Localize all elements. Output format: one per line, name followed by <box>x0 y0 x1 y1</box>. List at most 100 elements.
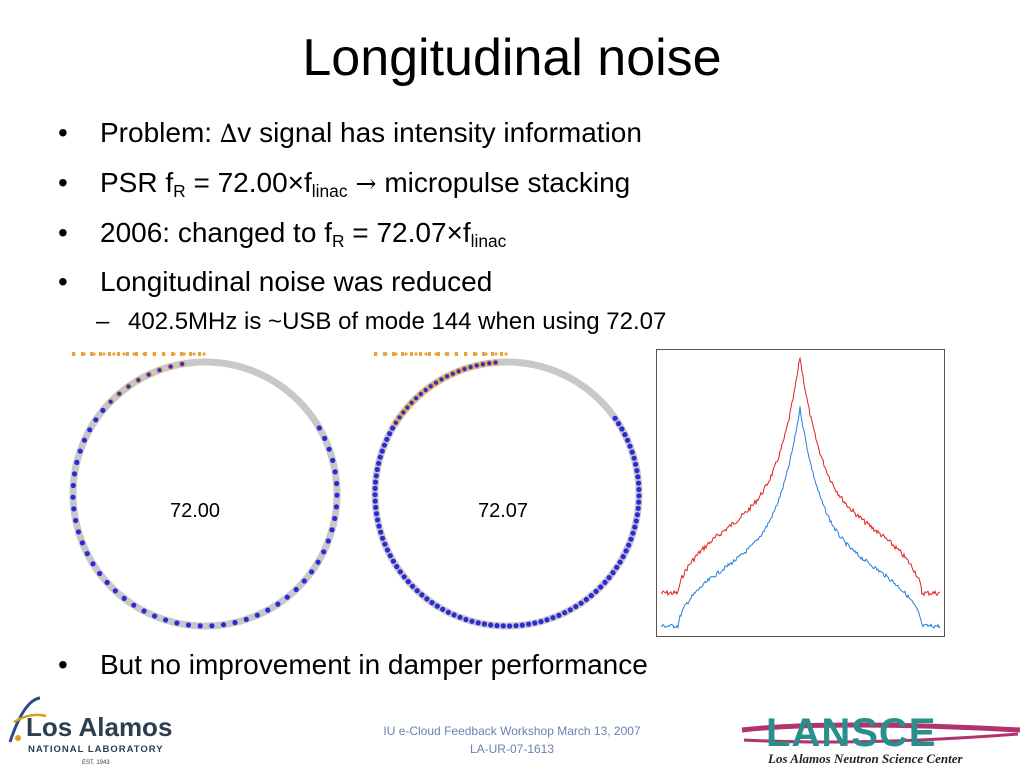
bunch-dot <box>614 564 620 570</box>
bunch-dot <box>384 436 390 442</box>
injected-dot <box>394 352 398 356</box>
bunch-dot <box>167 363 174 370</box>
bunch-dot <box>321 549 327 555</box>
bunch-dot <box>440 606 446 612</box>
logo-swoosh-magenta-2 <box>743 732 1019 744</box>
bunch-dot <box>70 494 76 500</box>
bullet-marker: • <box>58 167 68 198</box>
bunch-dot <box>315 559 321 565</box>
injected-dot <box>122 352 126 356</box>
bunch-dot <box>461 365 468 373</box>
bunch-dot <box>636 493 642 499</box>
bunch-dot <box>401 574 407 580</box>
blue-trace <box>660 406 941 629</box>
injected-dot <box>414 352 418 356</box>
bunch-dot <box>634 512 640 518</box>
ring-label-7207: 72.07 <box>478 500 529 522</box>
ring-label-7200: 72.00 <box>170 500 221 522</box>
footer-workshop: IU e-Cloud Feedback Workshop March 13, 2… <box>383 724 641 738</box>
bunch-dot <box>174 620 180 626</box>
bunch-dot <box>457 614 463 620</box>
bunch-dot <box>419 592 425 598</box>
bunch-dot <box>116 390 123 397</box>
bullet-marker: • <box>58 649 68 680</box>
bunch-dot <box>254 612 260 618</box>
bunch-dot <box>469 618 475 624</box>
injected-dot <box>464 352 468 356</box>
bunch-dot <box>372 479 379 485</box>
bunch-dot <box>384 547 391 553</box>
bunch-dot <box>394 564 400 570</box>
bunch-dot <box>479 361 487 368</box>
bunch-dot <box>316 425 322 431</box>
bullet-2006-change: • 2006: changed to fR = 72.07×flinac <box>58 208 666 257</box>
bunch-dot <box>488 622 494 628</box>
bunch-dot <box>152 613 158 619</box>
sub-bullet-usb: – 402.5MHz is ~USB of mode 144 when usin… <box>58 306 666 338</box>
lansce-name: LANSCE <box>766 711 936 755</box>
lansce-subtitle: Los Alamos Neutron Science Center <box>767 751 963 766</box>
bunch-dot <box>90 561 96 567</box>
bunch-dot <box>494 623 500 629</box>
bunch-dot <box>141 608 147 614</box>
bunch-dot <box>519 622 525 628</box>
bunch-dot <box>583 596 589 603</box>
bunch-dot <box>121 595 127 601</box>
bunch-dot <box>71 471 78 477</box>
bunch-dot <box>432 379 440 386</box>
bunch-dot <box>622 432 628 438</box>
injected-dot <box>82 352 86 356</box>
injected-dot <box>182 352 186 356</box>
bunch-dot <box>556 612 562 618</box>
bunch-dot <box>232 619 238 626</box>
injected-dot <box>142 352 146 356</box>
bunch-dot <box>598 584 604 590</box>
bunch-dot <box>329 527 335 533</box>
bunch-dot <box>573 604 579 610</box>
bunch-dot <box>404 404 411 411</box>
bunch-dot <box>627 443 633 449</box>
bunch-dot <box>243 616 249 622</box>
bunch-dot <box>178 360 186 368</box>
los-alamos-logo: Los Alamos NATIONAL LABORATORY EST. 1943 <box>8 696 172 766</box>
bunch-dot <box>75 529 82 535</box>
lanl-subtitle: NATIONAL LABORATORY <box>28 744 164 755</box>
bunch-dot <box>372 492 378 498</box>
injected-dot <box>404 352 408 356</box>
injected-dot <box>132 352 136 356</box>
bunch-dot <box>156 366 163 374</box>
bunch-dot <box>593 588 599 594</box>
bunch-dot <box>382 541 388 547</box>
bunch-dot <box>381 442 387 448</box>
bunch-dot <box>322 435 328 441</box>
bunch-dot <box>467 363 474 371</box>
logo-swoosh-magenta <box>741 722 1021 733</box>
bunch-dots <box>372 352 642 629</box>
bunch-dot <box>378 529 384 535</box>
bunch-dot <box>293 586 299 593</box>
bunch-dot <box>475 620 481 626</box>
bunch-dot <box>301 578 307 584</box>
bunch-dot <box>500 623 506 629</box>
bunch-dot <box>333 504 339 510</box>
bunch-dot <box>374 466 380 473</box>
bunch-dot <box>602 579 608 585</box>
injected-dot <box>374 352 378 356</box>
bunch-dot <box>185 622 192 628</box>
bunch-dot <box>373 511 380 517</box>
bunch-dot <box>567 607 573 613</box>
bunch-dot <box>550 615 556 621</box>
bunch-dot <box>71 506 77 512</box>
bunch-dot <box>70 482 76 489</box>
bunch-dot <box>588 593 594 599</box>
bunch-dot <box>449 370 457 377</box>
lanl-name: Los Alamos <box>26 712 172 742</box>
bullet-no-improvement: • But no improvement in damper performan… <box>58 640 648 689</box>
bunch-dot <box>93 417 99 423</box>
bunch-dot <box>632 524 638 530</box>
bunch-dot <box>84 551 90 557</box>
bunch-dot <box>372 498 378 504</box>
injected-dot <box>72 352 76 356</box>
bunch-dot <box>326 446 332 452</box>
logo-swoosh <box>8 696 41 743</box>
